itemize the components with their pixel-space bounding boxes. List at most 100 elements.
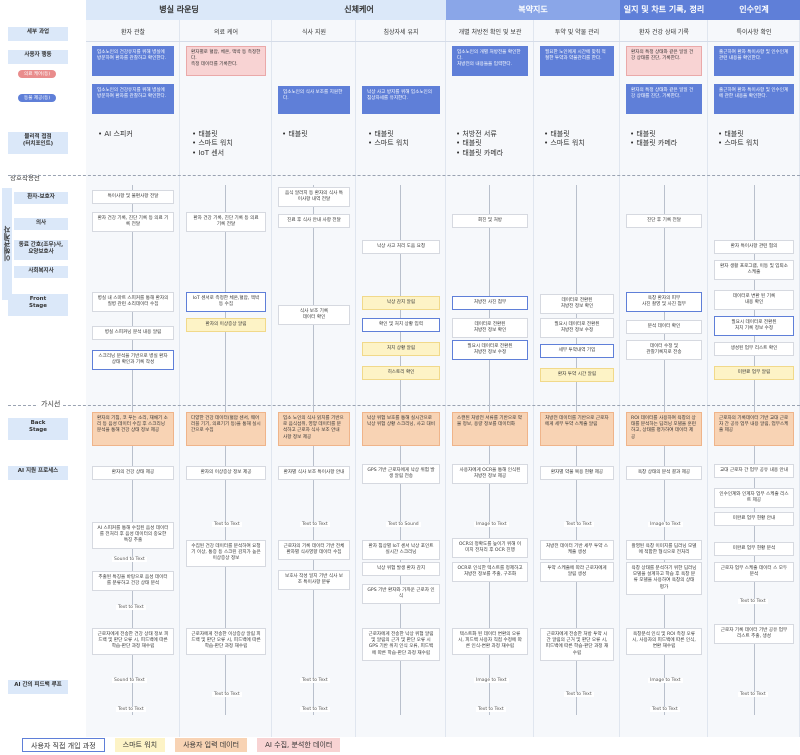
front-item: 히스토리 확인 (362, 366, 440, 381)
front-item: 병실 스피커닝 분석 내용 알림 (92, 326, 174, 341)
task-header: 의료 케어 (180, 24, 272, 42)
loop-label: Text to Text (738, 692, 768, 697)
row-label-user-action: 사용자 행동 (8, 50, 68, 64)
ai-item: 근로자 업무 스케줄 데이터 스 모두 분석 (714, 562, 794, 583)
loop-label: Text to Text (300, 707, 330, 712)
touchpoint-list: • 태블릿 • 스마트 워치 (368, 130, 409, 148)
front-item: 욕창 환자의 피부 사진 촬영 및 사진 첨부 (626, 292, 702, 313)
phase-header: 일지 및 차트 기록, 정리 (620, 0, 708, 20)
conversion-label: Text to Text (300, 522, 330, 527)
interaction-item: 음식 알러지 등 환자의 식사 특이사항 내역 전달 (278, 187, 350, 208)
interaction-item: 진료 후 식사 안내 사항 전달 (278, 214, 350, 229)
front-item: 병실 내 스마트 스피커를 통해 환자의 질병 관련 소리데이터 수집 (92, 292, 174, 313)
ai-item: GPS 기반 환자와 가까운 근로자 인식 (362, 584, 440, 605)
front-item: 분석 데이터 확인 (626, 320, 702, 335)
ai-item: 미완료 업무 현황 안내 (714, 512, 794, 527)
pill-meal: 동물 제공(등) (18, 94, 57, 102)
front-item: 필요시 데이터로 전환된 처방전 정보 수정 (540, 318, 614, 339)
detail-header: 세부 과업 (8, 27, 68, 41)
front-item: 데이터로 변환 된 기록 내용 확인 (714, 290, 794, 311)
connector (132, 185, 133, 715)
front-item: 환자 투약 시간 알림 (540, 368, 614, 383)
front-item: 환자의 이상증상 알림 (186, 318, 266, 333)
user-action: 입소노인의 식사 보조를 지원한다. (278, 86, 350, 114)
row-label-social: 사회복지사 (14, 266, 68, 278)
front-item: 필요시 데이터로 전환된 처치 기록 정보 수정 (714, 316, 794, 337)
column-bg (180, 20, 272, 737)
task-header: 침상자세 유지 (356, 24, 446, 42)
row-label-patient: 환자-보호자 (14, 192, 68, 204)
column-bg (446, 20, 534, 737)
user-action: 출근하여 환자 특이사항 및 인수인계 관련 내용을 확인한다. (714, 46, 794, 76)
front-item: 처치 상황 알림 (362, 342, 440, 357)
user-action: 입소노인의 건강유지를 위해 병실에 방문하여 환자를 관찰하고 확인한다. (92, 84, 174, 114)
conversion-label: Sound to Text (112, 557, 147, 562)
task-header: 투약 및 약물 관리 (534, 24, 620, 42)
ai-item: 근로자에게 전송한 처방 투약 시간 알림의 근거 및 판단 오류 시, 피드백… (540, 628, 614, 661)
visibility-line (8, 405, 800, 406)
ai-item: 근로자 기록 데이터 기반 공유 업무 리스트 추출, 생성 (714, 624, 794, 645)
front-item: 스크리닝 분석을 기반으로 병실 환자 상태 확인과 기록 작성 (92, 350, 174, 371)
interaction-item: 회진 및 처방 (452, 214, 528, 229)
ai-item: 추출된 특징을 바탕으로 음성 데이터를 분류하고 건강 상태 분석 (92, 571, 174, 592)
ai-item: 투약 스케줄에 따라 근로자에게 알림 생성 (540, 562, 614, 583)
loop-label: Text to Text (564, 692, 594, 697)
ai-item: 낙상 위험 발생 환자 감지 (362, 562, 440, 577)
user-action: 입소노인의 건강유지를 위해 병실에 방문하여 환자를 관찰하고 확인한다. (92, 46, 174, 76)
user-action: 환자별로 혈압, 체온, 맥박 등 측정한다. 측정 데이터를 기록한다. (186, 46, 266, 76)
interaction-line (8, 175, 800, 176)
legend-direct: 사용자 직접 개입 과정 (22, 738, 105, 752)
back-item: ROI 데이터를 사용하여 욕창의 상태를 분석하는 딥러닝 모델을 훈련하고,… (626, 412, 702, 446)
interaction-item: 환자 건강 기록, 진단 기록 등 의료 기록 전달 (186, 212, 266, 233)
front-item: 확인 및 처치 상황 입력 (362, 318, 440, 333)
row-label-doctor: 의사 (14, 218, 68, 230)
loop-label: Text to Text (116, 707, 146, 712)
conversion-label: Image to Text (474, 522, 509, 527)
ai-item: 미완료 업무 현황 분석 (714, 542, 794, 557)
interaction-item: 진단 후 기록 전달 (626, 214, 702, 229)
conversion-label: Text to Text (116, 605, 146, 610)
legend-ai: AI 수집, 분석한 데이터 (257, 738, 341, 752)
interaction-item: 환자 생활 프로그램, 이동 및 입퇴소 스케줄 (714, 260, 794, 281)
ai-item: OCR로 인식한 텍스트를 정제하고 처방전 정보를 추출, 구조화 (452, 562, 528, 583)
touchpoint-list: • 태블릿 • 스마트 워치 (718, 130, 759, 148)
row-label-interaction: 상호작용선 (10, 174, 40, 182)
front-item: 데이터 수정 및 관찰기록지로 전송 (626, 340, 702, 361)
row-label-ai: AI 지원 프로세스 (8, 466, 68, 480)
ai-item: 처방전 데이터 기반 세부 투약 스케줄 생성 (540, 540, 614, 561)
legend-input: 사용자 입력 데이터 (175, 738, 248, 752)
stakeholder-label: 이해관계자 (2, 188, 12, 300)
row-label-back: Back Stage (8, 418, 68, 440)
ai-item: 인수인계와 인계자 업무 스케줄 리스트 제공 (714, 488, 794, 509)
legend-watch: 스마트 워치 (114, 738, 166, 752)
user-action: 입소노인의 개별 처방전을 확인한다. 처방전의 내용들을 입력한다. (452, 46, 528, 76)
interaction-item: 낙상 사고 처리 도움 요청 (362, 240, 440, 255)
front-item: 데이터로 전환된 처방전 정보 확인 (540, 294, 614, 315)
touchpoint-list: • 태블릿 (282, 130, 308, 138)
row-label-touchpoint: 물리적 접점 (터치포인트) (8, 132, 68, 154)
ai-item: AI 스피커를 통해 수집된 음성 데이터를 전처리 후 음성 데이터의 중요한… (92, 522, 174, 549)
loop-label: Text to Text (650, 707, 680, 712)
column-bg (272, 20, 356, 737)
conversion-label: Text to Sound (386, 522, 421, 527)
front-item: IoT 센서로 측정한 체온,혈압, 맥박 등 수집 (186, 292, 266, 313)
front-item: 미완료 업무 알림 (714, 366, 794, 381)
ai-item: 보호사 작성 일지 기반 식사 보조 특이사항 분류 (278, 570, 350, 591)
ai-item: 근로자에게 전송한 이상증상 알림 피드백 및 판단 오류 시, 피드백에 따른… (186, 628, 266, 655)
ai-item: 욕창 상태를 분석하기 위한 딥러닝 모델을 설계하고 학습 후 욕창 분류 모… (626, 562, 702, 595)
ai-item: 환자 침상별 IoT 센서 낙상 포인트 실시간 스크리닝 (362, 540, 440, 561)
back-item: 낙상 위험 보호를 통해 실시간으로 낙상 위험 상황 스크리닝, 사고 대비 (362, 412, 440, 446)
phase-header: 병실 라운딩 (86, 0, 272, 20)
phase-header: 신체케어 (272, 0, 446, 20)
ai-item: 환자의 이상증상 정보 제공 (186, 466, 266, 481)
ai-item: 근로자의 기록 데이터 기반 전체 환자별 식사영향 데이터 수집 (278, 540, 350, 561)
loop-label: Text to Text (476, 707, 506, 712)
touchpoint-list: • 태블릿 • 스마트 워치 • IoT 센서 (192, 130, 233, 157)
user-action: 환자의 특정 상태와 같은 일일 건강 상태를 진단, 기록한다. (626, 46, 702, 76)
connector (576, 185, 577, 715)
back-item: 다양한 건강 데이터(혈압 센서, 웨어러블 기기, 의료기기 등)을 통해 실… (186, 412, 266, 446)
task-header: 식사 지원 (272, 24, 356, 42)
ai-item: 욕창분석 인식 및 ROI 측정 오류 시, 사용자의 피드백에 따른 인식, … (626, 628, 702, 655)
loop-label: Text to Text (300, 678, 330, 683)
front-item: 처방전 사진 첨부 (452, 296, 528, 311)
